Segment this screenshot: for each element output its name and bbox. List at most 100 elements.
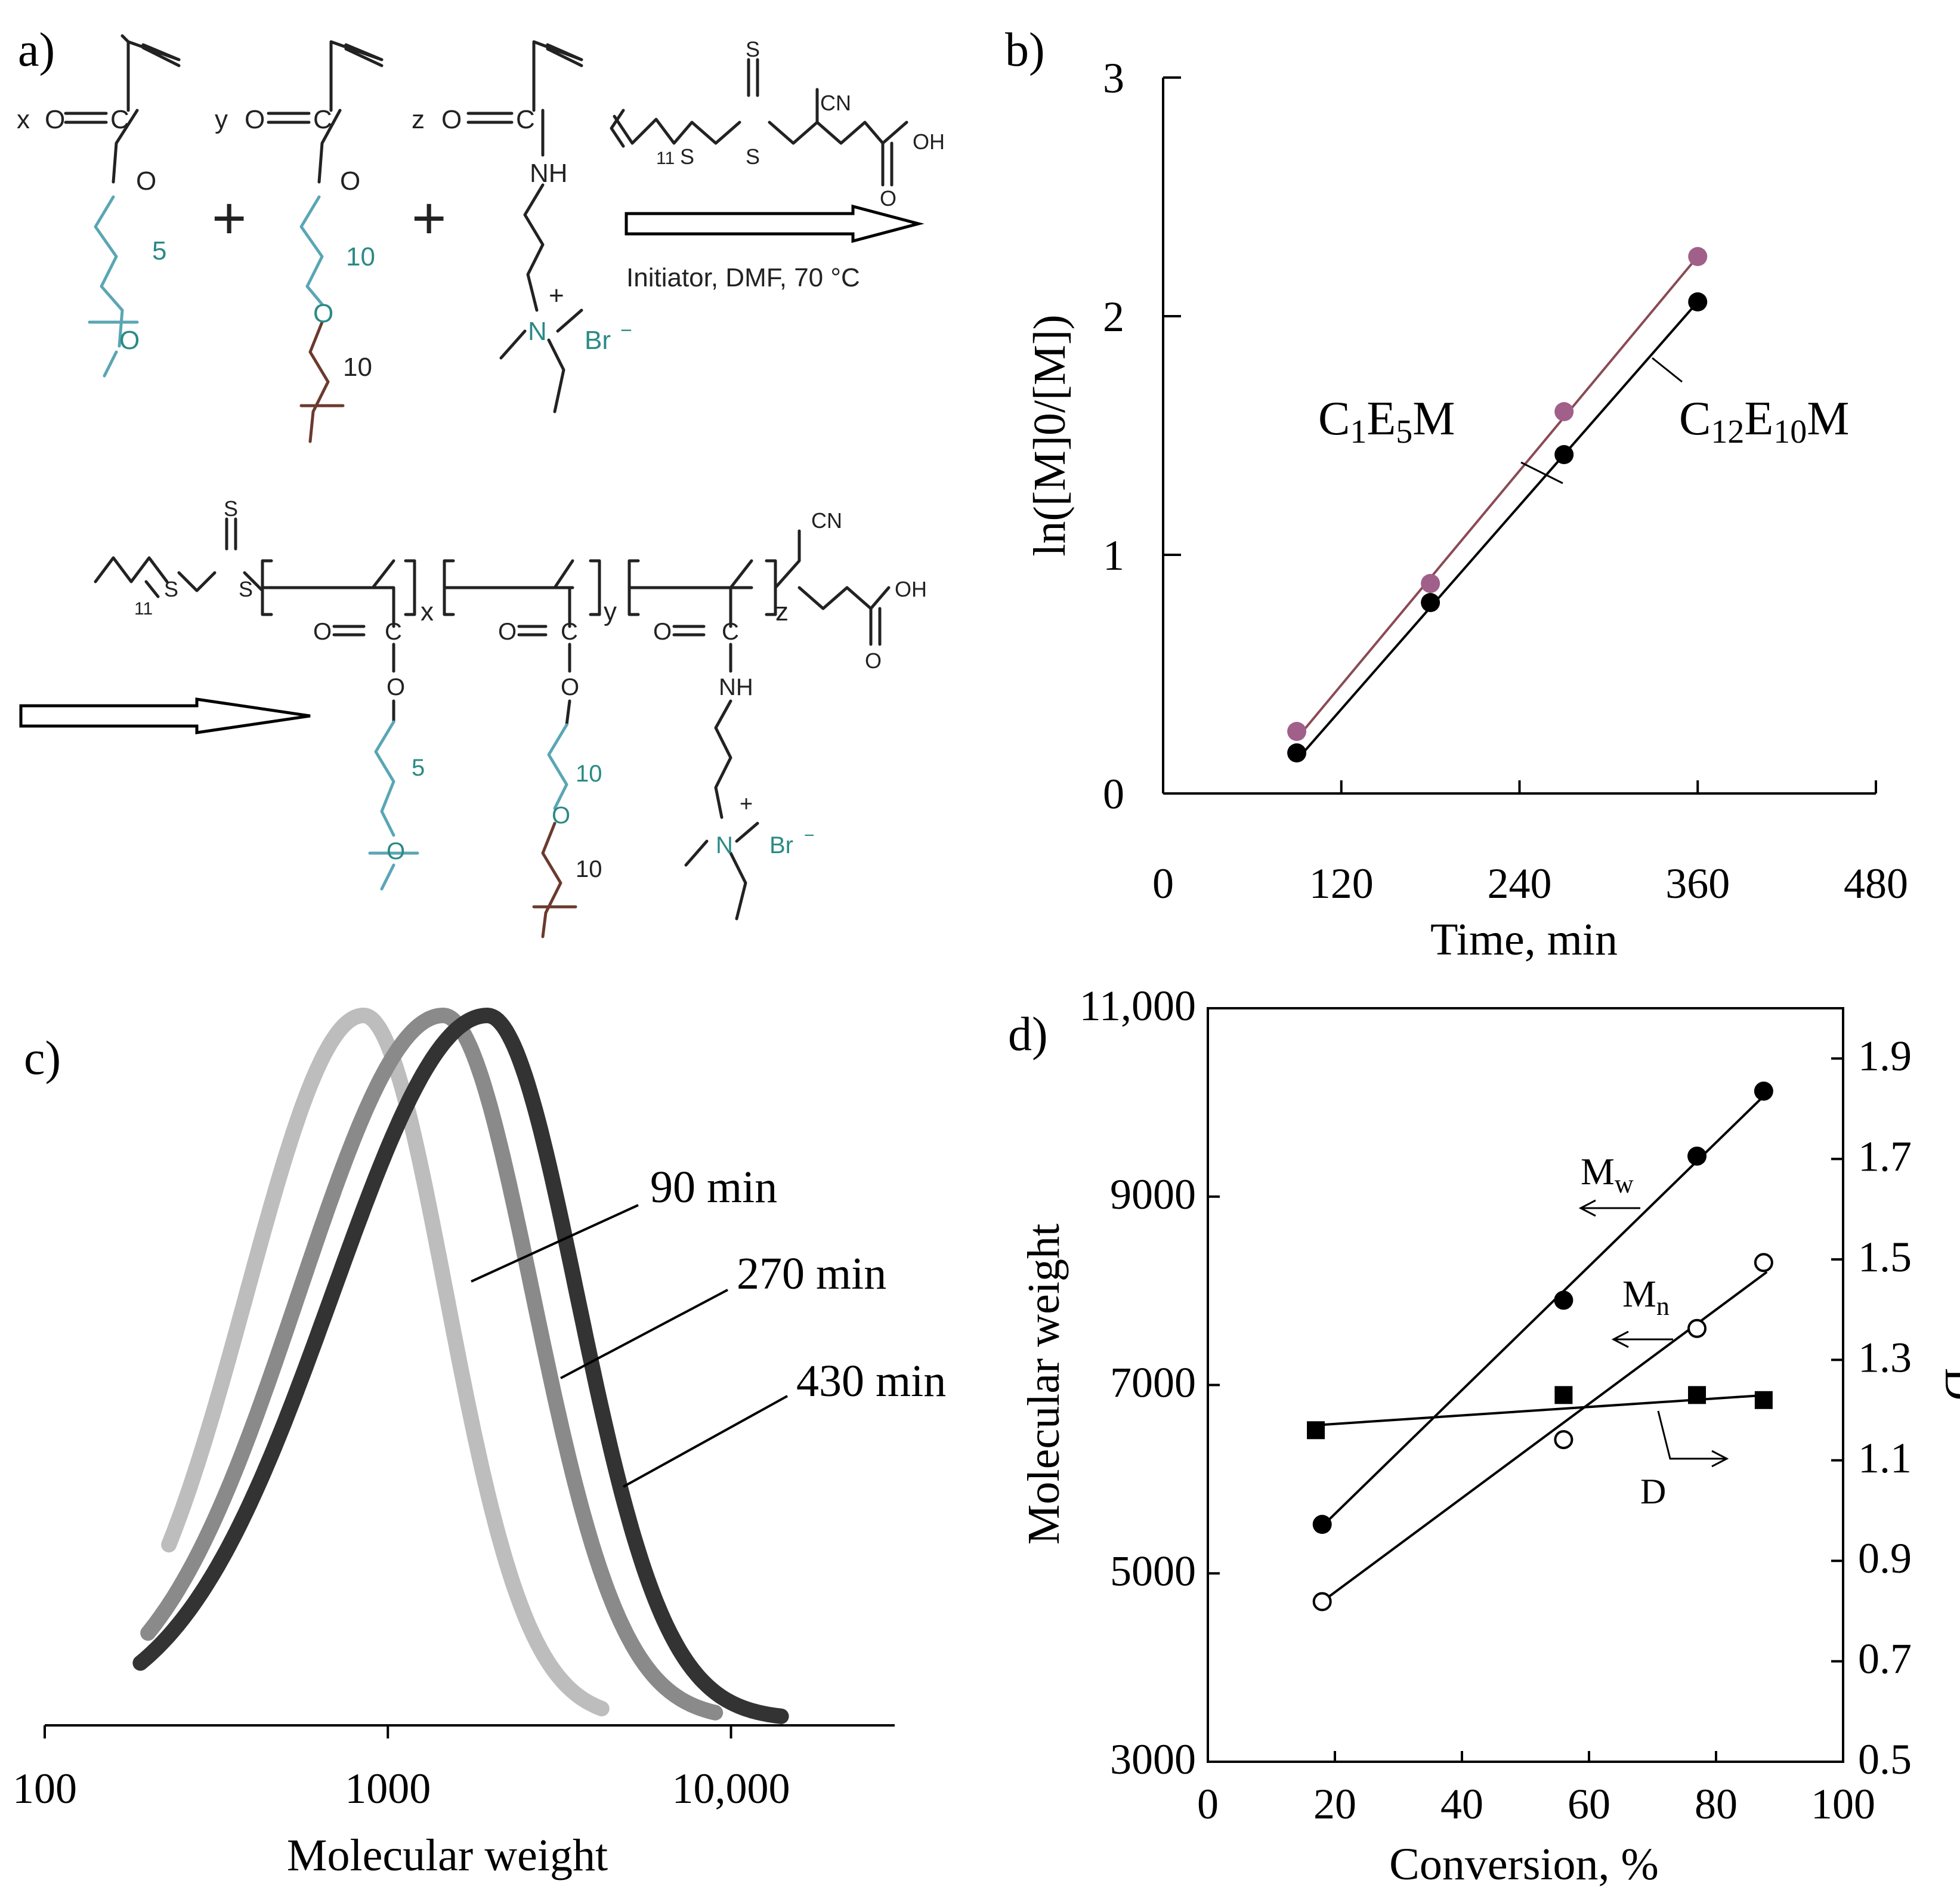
- leader-270min: [560, 1289, 728, 1379]
- x-tick-label: 20: [1313, 1780, 1356, 1828]
- plus-sign: +: [212, 185, 246, 252]
- atom-c: C: [313, 105, 332, 134]
- atom-c: C: [516, 105, 535, 134]
- atom-c: C: [561, 619, 578, 645]
- atom-s: S: [164, 577, 178, 601]
- data-point-mn: [1312, 1592, 1332, 1611]
- x-tick-label: 120: [1309, 860, 1374, 907]
- atom-o: O: [498, 619, 517, 645]
- charge-minus: −: [804, 826, 815, 845]
- atom-o: O: [880, 186, 896, 211]
- y-axis-title: ln([M]0/[M]): [1025, 314, 1075, 556]
- atom-s: S: [680, 144, 694, 169]
- data-point-d: [1688, 1386, 1707, 1404]
- subscript-z: z: [775, 597, 789, 626]
- atom-br: Br: [585, 326, 611, 355]
- data-point-c12e10m: [1688, 292, 1708, 311]
- data-point-c1e5m: [1688, 247, 1708, 266]
- repeat-count: 10: [576, 761, 602, 787]
- data-point-mw: [1687, 1146, 1707, 1166]
- atom-n: N: [528, 317, 547, 346]
- subscript-y: y: [604, 597, 617, 626]
- coeff-y: y: [215, 105, 228, 134]
- atom-o: O: [441, 105, 462, 134]
- y2-tick-label: 1.3: [1858, 1333, 1912, 1381]
- atom-o: O: [313, 299, 333, 328]
- data-point-c12e10m: [1421, 593, 1440, 612]
- x-axis-title: Conversion, %: [1389, 1839, 1659, 1889]
- atom-o: O: [313, 619, 332, 645]
- y-tick-label: 2: [1103, 293, 1124, 341]
- atom-c: C: [385, 619, 402, 645]
- arrow-right-icon: [1657, 1410, 1729, 1468]
- data-point-d: [1554, 1386, 1573, 1404]
- atom-o: O: [653, 619, 672, 645]
- y-tick-label: 1: [1103, 532, 1124, 579]
- atom-o: O: [865, 649, 882, 673]
- y-tick-label: 3: [1103, 54, 1124, 102]
- distribution-curve-90-min: [161, 1008, 610, 1716]
- y-tick-label: 9000: [1110, 1171, 1196, 1218]
- atom-s: S: [746, 37, 760, 61]
- curve-label-270min: 270 min: [737, 1249, 886, 1299]
- monomer-c1e5m: x O C O 5 O: [17, 34, 181, 378]
- atom-oh: OH: [895, 577, 927, 601]
- leader-90min: [471, 1204, 639, 1283]
- series-label-c12e10m: C12E10M: [1679, 393, 1849, 450]
- x-tick-label: 360: [1665, 860, 1730, 907]
- coeff-x: x: [17, 105, 30, 134]
- data-point-mn: [1554, 1430, 1573, 1450]
- charge-minus: −: [620, 319, 632, 342]
- data-point-mw: [1754, 1081, 1773, 1101]
- y-tick-label: 5000: [1110, 1547, 1196, 1595]
- c1e5m-leader: [1520, 461, 1563, 484]
- y2-tick-label: 1.5: [1858, 1233, 1912, 1281]
- atom-o: O: [136, 166, 156, 196]
- x-tick-label: 0: [1197, 1780, 1219, 1828]
- x-axis-title: Molecular weight: [287, 1830, 608, 1880]
- repeat-count: 5: [412, 755, 425, 781]
- arrow-left-icon: [1578, 1199, 1640, 1217]
- y-tick-label: 0: [1103, 770, 1124, 818]
- coeff-z: z: [412, 105, 425, 134]
- reaction-conditions: Initiator, DMF, 70 °C: [626, 263, 860, 292]
- atom-o: O: [552, 802, 570, 829]
- y2-tick-label: 0.5: [1858, 1735, 1912, 1783]
- atom-s: S: [224, 496, 238, 521]
- series-label-mw: Mw: [1581, 1150, 1634, 1199]
- data-point-c1e5m: [1287, 722, 1307, 741]
- raft-agent: 11 S S S CN OH O: [610, 37, 945, 211]
- panel-b-kinetics-chart: b) 0 120 240 360 480 0 1 2 3 Time, min ln([M]0/[…: [1005, 24, 1908, 965]
- x-tick-label: 100: [13, 1765, 77, 1812]
- reaction-arrow: [625, 204, 925, 243]
- atom-nh: NH: [719, 674, 753, 700]
- atom-o: O: [561, 674, 579, 700]
- repeat-count: 10: [343, 353, 372, 382]
- arrow-left-icon: [1611, 1330, 1673, 1348]
- charge-plus: +: [549, 281, 564, 310]
- atom-o: O: [387, 838, 405, 864]
- y-axis-title: Molecular weight: [1019, 1224, 1069, 1545]
- distribution-curve-270-min: [140, 1008, 724, 1721]
- panel-b-label: b): [1005, 24, 1045, 76]
- y2-tick-label: 1.9: [1858, 1032, 1912, 1080]
- data-point-d: [1307, 1421, 1325, 1440]
- atom-s: S: [239, 577, 253, 601]
- panel-d-label: d): [1008, 1008, 1048, 1061]
- atom-o: O: [45, 105, 65, 134]
- panel-a-label: a): [18, 24, 55, 76]
- y2-tick-label: 1.7: [1858, 1133, 1912, 1181]
- panel-c-label: c): [24, 1032, 61, 1085]
- atom-c: C: [110, 105, 129, 134]
- x-tick-label: 80: [1695, 1780, 1738, 1828]
- subscript-x: x: [421, 597, 434, 626]
- data-point-c12e10m: [1287, 743, 1307, 762]
- x-tick-label: 1000: [345, 1765, 431, 1812]
- atom-o: O: [119, 326, 140, 355]
- data-point-c1e5m: [1554, 402, 1574, 421]
- atom-nh: NH: [530, 159, 568, 188]
- atom-o: O: [245, 105, 265, 134]
- y2-tick-label: 0.9: [1858, 1534, 1912, 1582]
- y-tick-label: 7000: [1110, 1359, 1196, 1407]
